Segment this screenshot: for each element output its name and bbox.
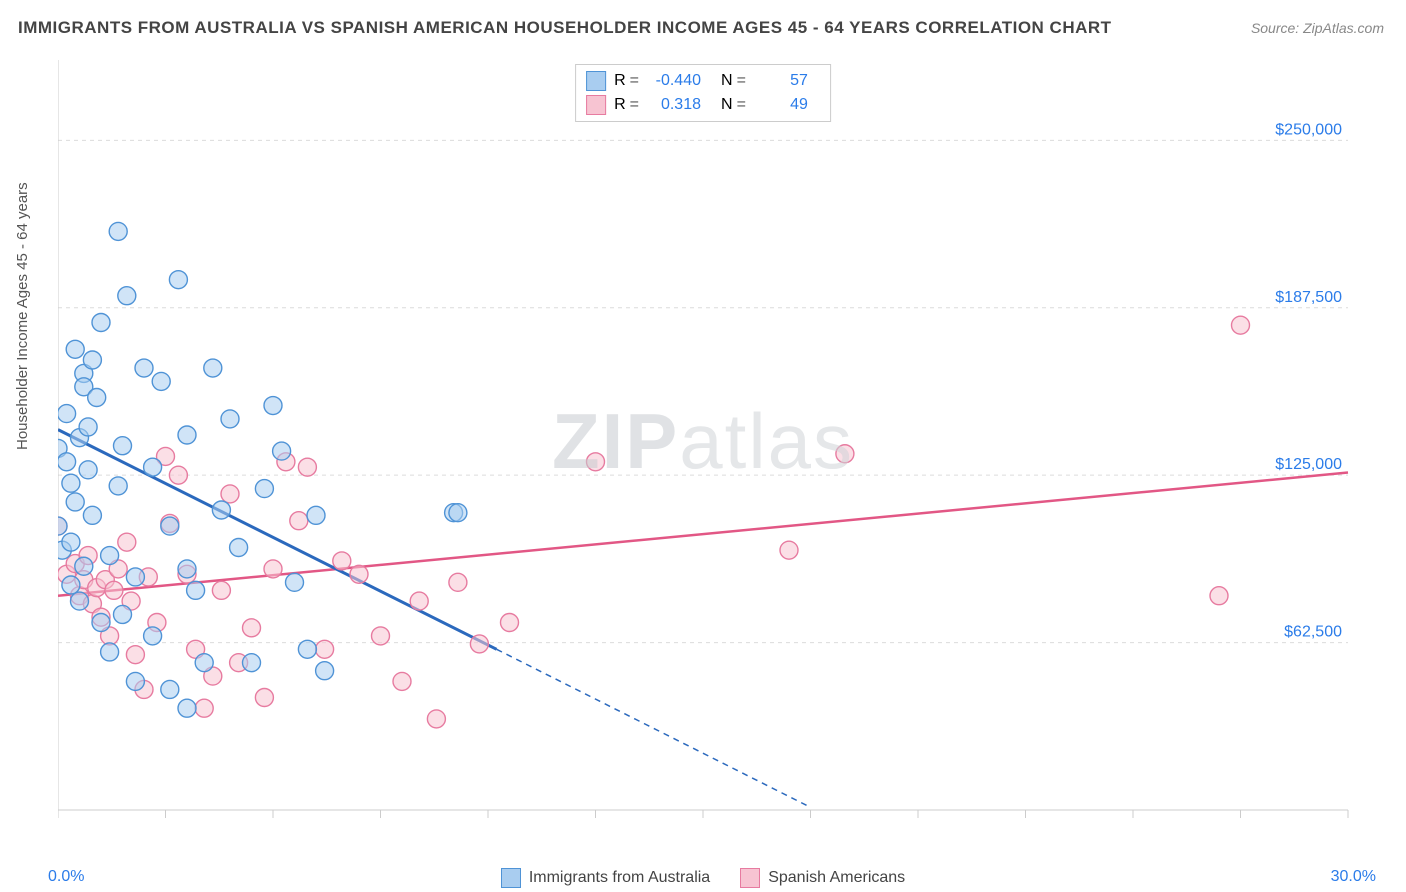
- series-legend: Immigrants from Australia Spanish Americ…: [0, 868, 1406, 888]
- scatter-plot-svg: $62,500 $125,000 $187,500 $250,000: [58, 60, 1378, 840]
- stat-n-spanish: N=49: [721, 93, 820, 117]
- stat-r-australia: R=-0.440: [614, 69, 713, 93]
- legend-item-australia: Immigrants from Australia: [501, 868, 710, 888]
- swatch-spanish: [586, 95, 606, 115]
- legend-row-spanish: R=0.318 N=49: [586, 93, 820, 117]
- swatch-australia-icon: [501, 868, 521, 888]
- chart-title: IMMIGRANTS FROM AUSTRALIA VS SPANISH AME…: [18, 18, 1112, 38]
- swatch-australia: [586, 71, 606, 91]
- svg-text:$62,500: $62,500: [1284, 624, 1342, 641]
- x-axis-max-label: 30.0%: [1331, 868, 1376, 886]
- svg-text:$187,500: $187,500: [1275, 289, 1342, 306]
- legend-item-spanish: Spanish Americans: [740, 868, 905, 888]
- chart-area: $62,500 $125,000 $187,500 $250,000: [58, 60, 1378, 840]
- correlation-legend: R=-0.440 N=57 R=0.318 N=49: [575, 64, 831, 122]
- svg-text:$250,000: $250,000: [1275, 121, 1342, 138]
- stat-n-australia: N=57: [721, 69, 820, 93]
- x-axis-min-label: 0.0%: [48, 868, 84, 886]
- swatch-spanish-icon: [740, 868, 760, 888]
- legend-label-australia: Immigrants from Australia: [529, 869, 710, 887]
- legend-row-australia: R=-0.440 N=57: [586, 69, 820, 93]
- svg-text:$125,000: $125,000: [1275, 456, 1342, 473]
- y-axis-label: Householder Income Ages 45 - 64 years: [14, 182, 31, 450]
- legend-label-spanish: Spanish Americans: [768, 869, 905, 887]
- stat-r-spanish: R=0.318: [614, 93, 713, 117]
- source-attribution: Source: ZipAtlas.com: [1251, 20, 1384, 36]
